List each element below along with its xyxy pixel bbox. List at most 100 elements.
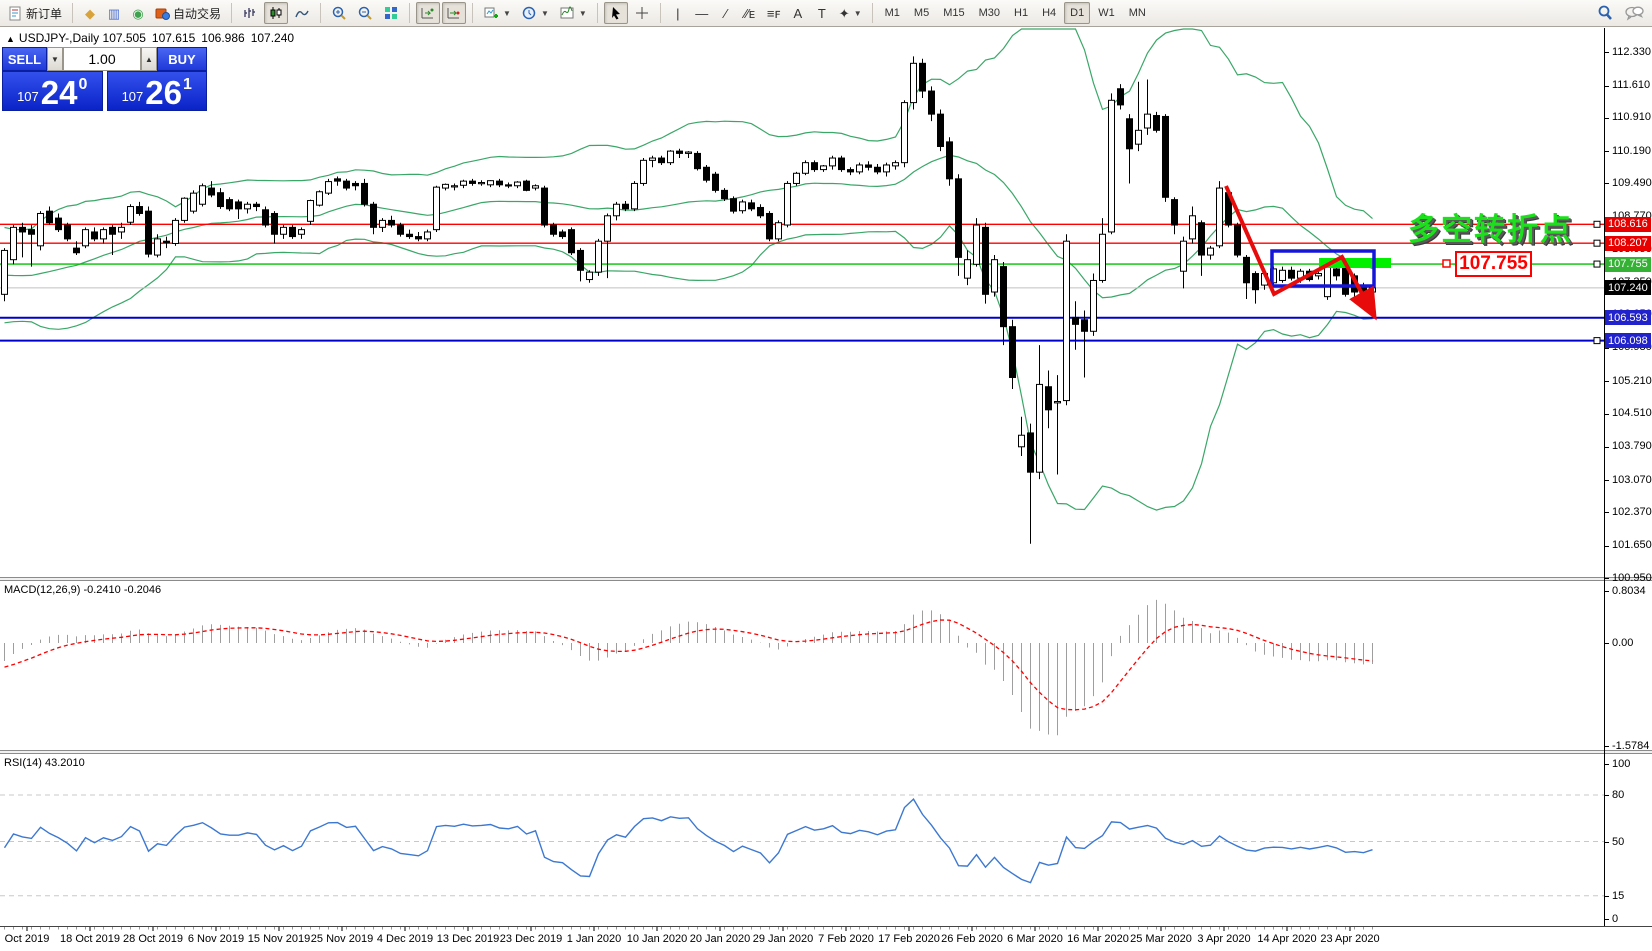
toolbar-separator [231,3,233,23]
price-tick [1604,85,1609,87]
volume-decrease-button[interactable]: ▼ [47,47,63,71]
auto-scroll-icon[interactable] [416,2,441,24]
pane-separator-rsi[interactable] [0,750,1652,754]
price-tick-label: 110.910 [1612,111,1651,124]
indicators-icon[interactable]: ▼ [555,2,591,24]
date-label: 16 Mar 2020 [1067,933,1129,945]
price-line-label: 108.616 [1605,216,1651,232]
timeframe-MN[interactable]: MN [1128,7,1146,19]
shapes-icon-dropdown[interactable]: ▼ [853,8,862,18]
profiles-icon-dropdown[interactable]: ▼ [540,8,549,18]
price-tick-label: 112.330 [1612,45,1651,58]
date-label: 7 Feb 2020 [818,933,874,945]
date-label: 26 Feb 2020 [941,933,1003,945]
price-tick-label: 100.950 [1612,571,1652,584]
search-icon[interactable] [1592,2,1618,24]
profiles-icon[interactable]: ▼ [517,2,553,24]
date-label: 6 Mar 2020 [1007,933,1063,945]
new-order-button[interactable]: 新订单 [4,2,66,24]
timeframe-D1[interactable]: D1 [1064,2,1091,24]
equidistant-channel-icon: ∕∕ᴇ [744,5,756,21]
text-label-icon[interactable]: T [811,2,833,24]
buy-button[interactable]: BUY [157,47,207,71]
macd-label: MACD(12,26,9) -0.2410 -0.2046 [4,584,162,596]
fibonacci-icon: ≡ꜰ [766,5,781,21]
bollinger-bands[interactable] [4,28,1373,511]
cursor-icon[interactable] [603,2,628,24]
pane-separator-macd[interactable] [0,577,1652,581]
new-chart-icon-dropdown[interactable]: ▼ [503,8,511,18]
line-handle-106.098[interactable] [1593,337,1601,345]
new-chart-icon[interactable]: ▼ [479,2,515,24]
timeframe-M1[interactable]: M1 [884,7,900,19]
autotrading-button[interactable]: 自动交易 [151,2,225,24]
macd-indicator[interactable] [4,599,1373,736]
line-chart-icon[interactable] [290,2,314,24]
zoom-out-icon[interactable] [353,2,377,24]
macd-tick [1604,643,1609,644]
price-callout-label[interactable]: 107.755 [1455,251,1532,277]
chat-icon[interactable] [1620,2,1648,24]
rsi-tick [1604,764,1609,765]
equidistant-channel-icon[interactable]: ∕∕ᴇ [739,2,761,24]
buy-price-display[interactable]: 107 26 1 [106,71,207,111]
market-watch-icon[interactable]: ◆ [79,2,101,24]
macd-tick [1604,746,1609,747]
price-tick-label: 109.490 [1612,176,1652,189]
text-label-icon: T [817,5,826,21]
date-label: 18 Oct 2019 [60,933,120,945]
sell-button[interactable]: SELL [2,47,47,71]
timeframe-H1[interactable]: H1 [1014,7,1029,19]
main-toolbar: 新订单 ◆ ▥ ◉ 自动交易 ▼ ▼ ▼ | — ∕ ∕∕ᴇ ≡ꜰ A T ✦ ▼ M1 M5 M15 M30 H1 H4 D… [0,0,1652,27]
macd-scale-label: 0.00 [1612,637,1634,649]
date-label: 6 Nov 2019 [187,933,245,945]
buy-price-small: 107 [121,89,144,104]
sell-price-display[interactable]: 107 24 0 [2,71,103,111]
rsi-indicator[interactable] [0,794,1604,897]
data-window-icon[interactable]: ▥ [103,2,125,24]
timeframe-W1[interactable]: W1 [1098,7,1115,19]
candlestick-chart-icon[interactable] [264,2,289,24]
navigator-icon[interactable]: ◉ [127,2,149,24]
toolbar-separator [659,3,661,23]
date-label: 10 Jan 2020 [626,933,688,945]
green-highlight-bar[interactable] [1319,258,1391,268]
timeframe-H4[interactable]: H4 [1042,7,1057,19]
date-label: 23 Apr 2020 [1320,933,1380,945]
shapes-icon[interactable]: ✦ ▼ [835,2,866,24]
tile-windows-icon[interactable] [379,2,403,24]
indicators-icon-dropdown[interactable]: ▼ [578,8,587,18]
timeframe-M30[interactable]: M30 [978,7,1000,19]
trendline-icon[interactable]: ∕ [715,2,737,24]
chart-shift-icon[interactable] [442,2,467,24]
price-line-label: 106.593 [1605,310,1651,326]
buy-price-sup: 1 [183,76,192,93]
horizontal-line-objects[interactable] [0,223,1604,342]
candles[interactable] [1,56,1376,544]
line-handle-107.755[interactable] [1593,260,1601,268]
chart-note-annotation[interactable]: 多空转折点 [1408,212,1573,247]
bar-chart-icon[interactable] [238,2,262,24]
red-trend-arrow[interactable] [1224,185,1377,321]
fibonacci-icon[interactable]: ≡ꜰ [763,2,785,24]
crosshair-icon[interactable] [630,2,654,24]
timeframe-M15[interactable]: M15 [943,7,965,19]
autotrading-button-label: 自动交易 [173,6,222,21]
vertical-line-icon[interactable]: | [667,2,689,24]
horizontal-line-icon[interactable]: — [691,2,713,24]
volume-input[interactable]: 1.00 [63,47,141,71]
ohlc-close: 107.240 [250,31,295,45]
shapes-icon: ✦ [838,5,850,21]
drawing-objects[interactable] [1224,185,1601,345]
volume-increase-button[interactable]: ▲ [141,47,157,71]
callout-anchor[interactable] [1442,259,1451,268]
text-icon[interactable]: A [787,2,809,24]
line-handle-108.207[interactable] [1593,239,1601,247]
quick-trade-collapse[interactable]: ▲ [6,34,15,44]
timeframe-M5[interactable]: M5 [913,7,930,19]
blue-consolidation-box[interactable] [1270,249,1376,288]
line-handle-108.616[interactable] [1593,220,1601,228]
time-axis-ticks[interactable] [4,927,1373,931]
zoom-in-icon[interactable] [327,2,351,24]
